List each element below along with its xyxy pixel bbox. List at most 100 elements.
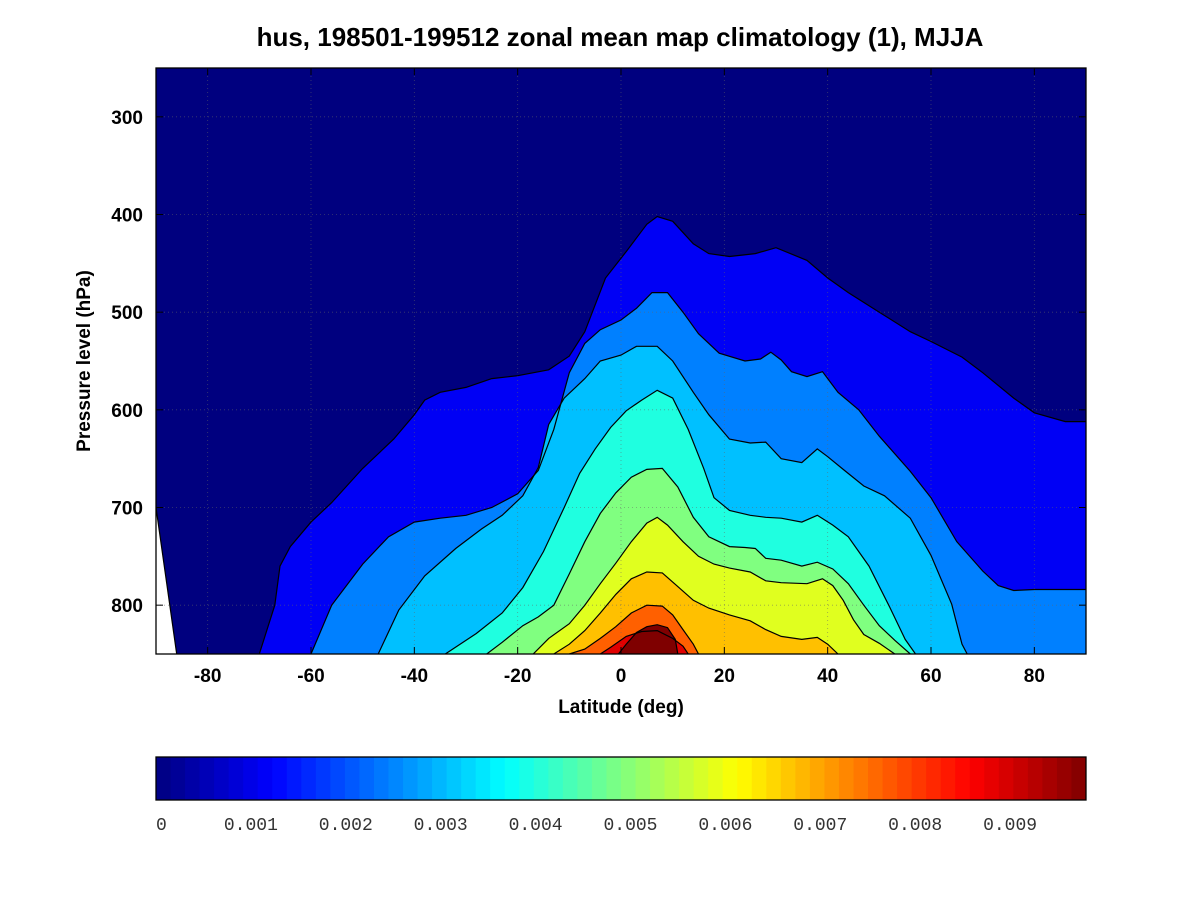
contour-band-core bbox=[618, 624, 678, 654]
y-axis-label: Pressure level (hPa) bbox=[74, 270, 95, 452]
colorbar-segment bbox=[461, 757, 477, 800]
x-tick-label: 60 bbox=[920, 666, 941, 687]
contour-line bbox=[377, 345, 968, 654]
contour-line bbox=[486, 467, 911, 654]
colorbar-segment bbox=[650, 757, 666, 800]
colorbar-segment bbox=[272, 757, 288, 800]
colorbar-segment bbox=[926, 757, 942, 800]
colorbar-tick-label: 0.005 bbox=[603, 816, 657, 836]
colorbar-segment bbox=[214, 757, 230, 800]
colorbar-tick-labels: 0 0.001 0.002 0.003 0.004 0.005 0.006 0.007 0.00… bbox=[156, 816, 1037, 836]
colorbar-segment bbox=[955, 757, 971, 800]
colorbar-segment bbox=[984, 757, 1000, 800]
colorbar-segment bbox=[708, 757, 724, 800]
colorbar-segment bbox=[286, 757, 302, 800]
colorbar-tick-label: 0.001 bbox=[224, 816, 278, 836]
chart-title: hus, 198501-199512 zonal mean map climat… bbox=[257, 22, 984, 52]
colorbar-segment bbox=[998, 757, 1014, 800]
colorbar-segment bbox=[1071, 757, 1087, 800]
colorbar-segment bbox=[257, 757, 273, 800]
y-tick-labels: 300 400 500 600 700 800 bbox=[111, 108, 143, 617]
colorbar-tick-label: 0.004 bbox=[509, 816, 563, 836]
colorbar-segment bbox=[737, 757, 753, 800]
colorbar-segment bbox=[911, 757, 927, 800]
x-tick-label: 80 bbox=[1024, 666, 1045, 687]
colorbar-segment bbox=[403, 757, 419, 800]
colorbar-segment bbox=[1056, 757, 1072, 800]
y-tick-label: 400 bbox=[111, 206, 143, 227]
colorbar-tick-label: 0.009 bbox=[983, 816, 1037, 836]
x-tick-label: 20 bbox=[714, 666, 735, 687]
x-tick-label: 40 bbox=[817, 666, 838, 687]
colorbar-tick-label: 0.003 bbox=[414, 816, 468, 836]
y-tick-label: 600 bbox=[111, 401, 143, 422]
colorbar-segment bbox=[562, 757, 578, 800]
colorbar: 0 0.001 0.002 0.003 0.004 0.005 0.006 0.007 0.00… bbox=[155, 756, 1087, 836]
colorbar-tick-label: 0.006 bbox=[698, 816, 752, 836]
colorbar-segment bbox=[199, 757, 215, 800]
colorbar-segment bbox=[446, 757, 462, 800]
plot-area bbox=[155, 67, 1087, 655]
colorbar-segment bbox=[1027, 757, 1043, 800]
y-tick-label: 800 bbox=[111, 596, 143, 617]
colorbar-frame bbox=[155, 756, 1087, 801]
contour-line bbox=[617, 624, 679, 654]
x-tick-label: -40 bbox=[401, 666, 428, 687]
colorbar-segment bbox=[621, 757, 637, 800]
colorbar-segment bbox=[897, 757, 913, 800]
x-tick-label: -80 bbox=[194, 666, 221, 687]
contour-line bbox=[444, 389, 916, 654]
colorbar-segment bbox=[315, 757, 331, 800]
colorbar-segment bbox=[519, 757, 535, 800]
colorbar-segment bbox=[504, 757, 520, 800]
colorbar-segments bbox=[156, 757, 1087, 800]
colorbar-segment bbox=[388, 757, 404, 800]
colorbar-segment bbox=[591, 757, 607, 800]
colorbar-segment bbox=[606, 757, 622, 800]
colorbar-segment bbox=[577, 757, 593, 800]
contour-line bbox=[532, 516, 896, 654]
colorbar-segment bbox=[969, 757, 985, 800]
y-tick-label: 300 bbox=[111, 108, 143, 129]
x-tick-label: -60 bbox=[297, 666, 324, 687]
x-tick-label: 0 bbox=[616, 666, 627, 687]
colorbar-segment bbox=[344, 757, 360, 800]
colorbar-segment bbox=[809, 757, 825, 800]
colorbar-segment bbox=[795, 757, 811, 800]
colorbar-segment bbox=[940, 757, 956, 800]
colorbar-segment bbox=[853, 757, 869, 800]
x-tick-label: -20 bbox=[504, 666, 531, 687]
contour-line bbox=[569, 604, 700, 654]
colorbar-tick-label: 0.007 bbox=[793, 816, 847, 836]
colorbar-segment bbox=[868, 757, 884, 800]
contour-line bbox=[258, 215, 1086, 654]
contour-line bbox=[310, 292, 1086, 654]
colorbar-segment bbox=[432, 757, 448, 800]
contour-line bbox=[599, 629, 689, 654]
colorbar-segment bbox=[548, 757, 564, 800]
colorbar-segment bbox=[780, 757, 796, 800]
colorbar-segment bbox=[475, 757, 491, 800]
y-tick-label: 700 bbox=[111, 499, 143, 520]
colorbar-segment bbox=[330, 757, 346, 800]
colorbar-segment bbox=[373, 757, 389, 800]
y-tick-label: 500 bbox=[111, 303, 143, 324]
colorbar-segment bbox=[722, 757, 738, 800]
colorbar-segment bbox=[359, 757, 375, 800]
colorbar-segment bbox=[490, 757, 506, 800]
colorbar-segment bbox=[766, 757, 782, 800]
contour-lines bbox=[156, 215, 1086, 654]
colorbar-segment bbox=[838, 757, 854, 800]
axis-ticks bbox=[156, 68, 1086, 654]
colorbar-tick-label: 0.008 bbox=[888, 816, 942, 836]
colorbar-segment bbox=[301, 757, 317, 800]
colorbar-segment bbox=[156, 757, 172, 800]
colorbar-segment bbox=[1042, 757, 1058, 800]
colorbar-segment bbox=[824, 757, 840, 800]
colorbar-segment bbox=[882, 757, 898, 800]
colorbar-segment bbox=[185, 757, 201, 800]
colorbar-segment bbox=[635, 757, 651, 800]
colorbar-segment bbox=[417, 757, 433, 800]
colorbar-tick-label: 0 bbox=[156, 816, 167, 836]
